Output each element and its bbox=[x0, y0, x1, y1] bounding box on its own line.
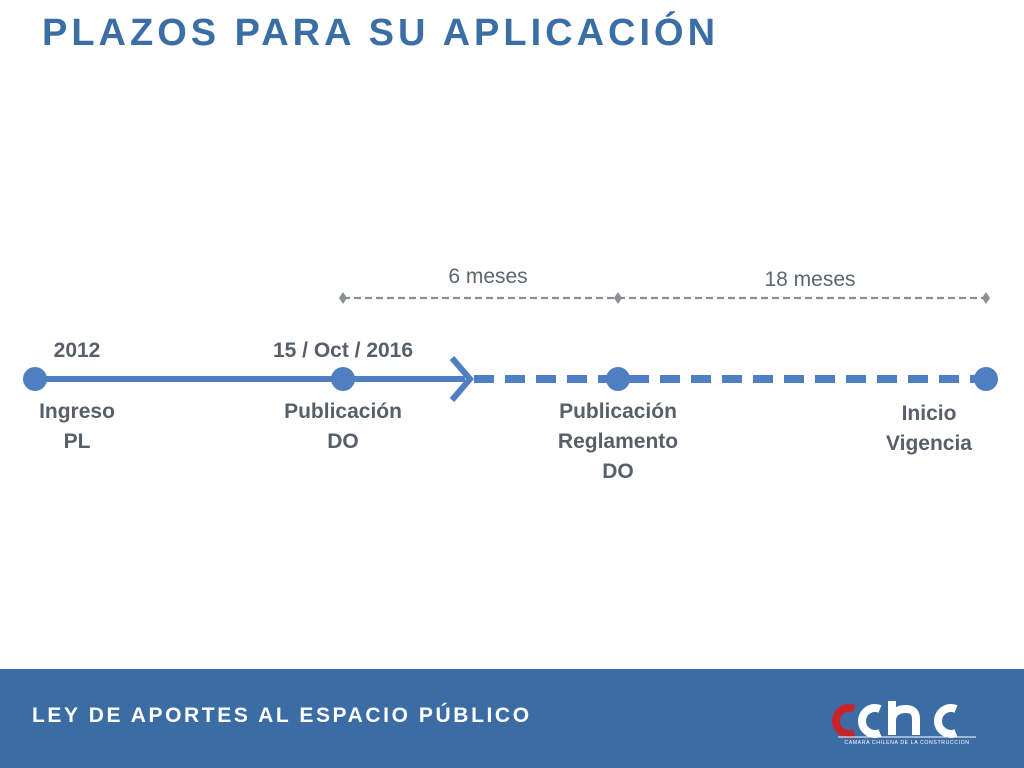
bracket-mid-marker bbox=[614, 292, 622, 304]
milestone-label-reglamento: Publicación Reglamento DO bbox=[558, 397, 678, 487]
milestone-label-vigencia: Inicio Vigencia bbox=[886, 399, 972, 459]
bracket-end-marker bbox=[982, 292, 990, 304]
footer-title: LEY DE APORTES AL ESPACIO PÚBLICO bbox=[32, 704, 532, 727]
milestone-label-line: Publicación bbox=[284, 400, 402, 423]
duration-label-18-meses: 18 meses bbox=[764, 268, 856, 291]
milestone-date-2016: 15 / Oct / 2016 bbox=[272, 339, 414, 362]
timeline-chevron bbox=[449, 356, 474, 402]
footer-bar: LEY DE APORTES AL ESPACIO PÚBLICO CAMARA… bbox=[0, 669, 1024, 768]
milestone-label-line: Ingreso bbox=[39, 400, 115, 423]
milestone-label-publicacion: Publicación DO bbox=[284, 397, 402, 457]
duration-label-6-meses: 6 meses bbox=[448, 265, 528, 288]
milestone-dot-reglamento bbox=[606, 367, 630, 391]
milestone-dot-publicacion bbox=[331, 367, 355, 391]
slide-title: PLAZOS PARA SU APLICACIÓN bbox=[42, 12, 720, 54]
logo-caption: CAMARA CHILENA DE LA CONSTRUCCION bbox=[844, 740, 970, 746]
milestone-label-line: Reglamento bbox=[557, 430, 679, 453]
milestone-dot-ingreso bbox=[23, 367, 47, 391]
milestone-label-ingreso: Ingreso PL bbox=[39, 397, 115, 457]
milestone-label-line: PL bbox=[63, 430, 91, 453]
milestone-label-line: DO bbox=[327, 430, 359, 453]
milestone-label-line: Inicio bbox=[901, 402, 957, 425]
cchc-logo: CAMARA CHILENA DE LA CONSTRUCCION bbox=[832, 699, 982, 759]
milestone-dot-vigencia bbox=[974, 367, 998, 391]
milestone-label-line: Vigencia bbox=[886, 432, 972, 455]
cchc-logo-mark bbox=[832, 701, 976, 738]
milestone-date-2012: 2012 bbox=[53, 339, 101, 362]
bracket-start-marker bbox=[339, 292, 347, 304]
milestone-label-line: DO bbox=[602, 460, 634, 483]
milestone-label-line: Publicación bbox=[559, 400, 677, 423]
